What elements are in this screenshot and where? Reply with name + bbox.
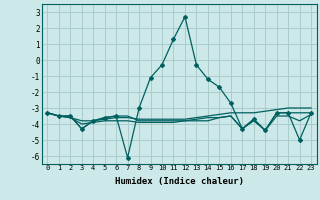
X-axis label: Humidex (Indice chaleur): Humidex (Indice chaleur) bbox=[115, 177, 244, 186]
